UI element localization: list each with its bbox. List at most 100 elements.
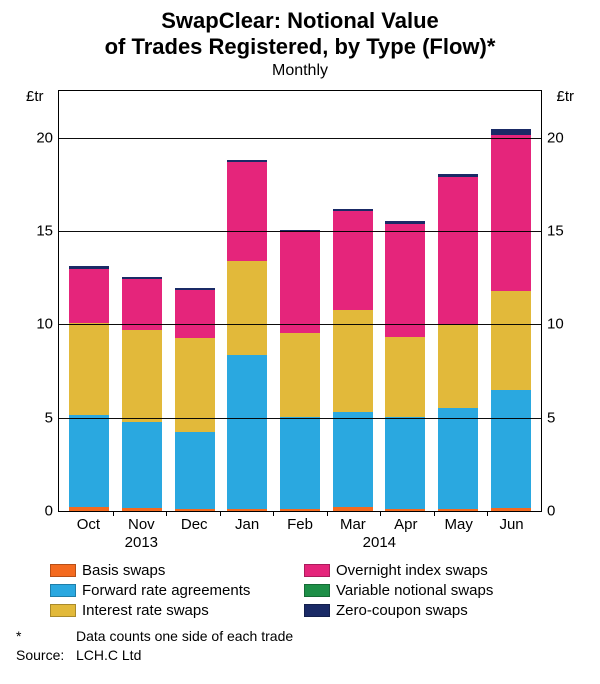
y-tick-label-right: 10 — [541, 316, 564, 333]
gridline — [59, 418, 541, 419]
bar-segment-irs — [69, 323, 109, 415]
legend-item-zerocpn: Zero-coupon swaps — [304, 602, 550, 619]
bar-segment-irs — [438, 325, 478, 408]
y-tick-label-left: 5 — [45, 409, 59, 426]
bar-column — [168, 91, 221, 511]
bar-segment-basis — [227, 509, 267, 511]
x-tick-label: Dec — [168, 516, 221, 533]
legend: Basis swaps Overnight index swaps Forward … — [12, 562, 588, 619]
x-axis-labels: OctNovDecJanFebMarAprMayJun — [58, 516, 542, 533]
stacked-bar — [227, 160, 267, 511]
legend-item-fra: Forward rate agreements — [50, 582, 296, 599]
bar-segment-basis — [333, 507, 373, 511]
y-tick-label-left: 0 — [45, 502, 59, 519]
x-tick-label: Mar — [326, 516, 379, 533]
stacked-bar — [438, 174, 478, 511]
bar-segment-fra — [333, 412, 373, 508]
bar-segment-fra — [280, 417, 320, 509]
bar-segment-irs — [333, 310, 373, 411]
x-tick-label: Apr — [379, 516, 432, 533]
legend-swatch — [304, 604, 330, 617]
legend-swatch — [304, 564, 330, 577]
legend-label: Overnight index swaps — [336, 562, 488, 579]
legend-label: Zero-coupon swaps — [336, 602, 468, 619]
bar-segment-ois — [491, 135, 531, 291]
legend-swatch — [50, 564, 76, 577]
x-axis-group-labels: 20132014 — [58, 534, 542, 551]
source-label: Source: — [16, 646, 66, 665]
bar-segment-irs — [280, 333, 320, 417]
footnote-marker: * — [16, 627, 66, 646]
bar-segment-basis — [69, 507, 109, 511]
stacked-bar — [333, 209, 373, 511]
y-tick-label-right: 5 — [541, 409, 555, 426]
bar-segment-basis — [491, 508, 531, 511]
bar-segment-fra — [227, 355, 267, 509]
stacked-bar — [491, 129, 531, 511]
y-tick-label-left: 20 — [36, 129, 59, 146]
stacked-bar — [69, 266, 109, 511]
bar-segment-fra — [122, 422, 162, 508]
bar-segment-fra — [69, 415, 109, 507]
stacked-bar — [280, 230, 320, 511]
legend-swatch — [304, 584, 330, 597]
stacked-bar — [175, 288, 215, 511]
title-line-1: SwapClear: Notional Value — [161, 8, 439, 33]
bar-segment-irs — [491, 291, 531, 390]
footnotes: * Data counts one side of each trade Sou… — [12, 627, 588, 665]
footnote-text: Data counts one side of each trade — [76, 627, 293, 646]
chart-area: £tr £tr 0055101015152020 OctNovDecJanFeb… — [12, 86, 588, 556]
bar-column — [116, 91, 169, 511]
bar-segment-ois — [69, 269, 109, 323]
bar-segment-ois — [438, 177, 478, 325]
legend-swatch — [50, 604, 76, 617]
stacked-bar — [385, 221, 425, 511]
bar-column — [379, 91, 432, 511]
bar-column — [432, 91, 485, 511]
x-tick-label: May — [432, 516, 485, 533]
bars-group — [59, 91, 541, 511]
chart-subtitle: Monthly — [12, 62, 588, 80]
y-tick-label-left: 10 — [36, 316, 59, 333]
y-axis-label-left: £tr — [26, 88, 44, 105]
x-tick-label: Nov — [115, 516, 168, 533]
bar-segment-irs — [122, 330, 162, 422]
bar-segment-fra — [491, 390, 531, 508]
bar-segment-basis — [280, 509, 320, 511]
legend-item-basis: Basis swaps — [50, 562, 296, 579]
bar-segment-basis — [438, 509, 478, 511]
y-tick-label-left: 15 — [36, 222, 59, 239]
x-tick-label: Jan — [221, 516, 274, 533]
bar-segment-ois — [175, 290, 215, 339]
x-group-label: 2013 — [62, 534, 221, 551]
chart-container: SwapClear: Notional Value of Trades Regi… — [0, 0, 600, 684]
y-tick-label-right: 0 — [541, 502, 555, 519]
gridline — [59, 138, 541, 139]
bar-segment-fra — [385, 417, 425, 509]
bar-segment-basis — [122, 508, 162, 511]
legend-label: Interest rate swaps — [82, 602, 209, 619]
gridline — [59, 324, 541, 325]
bar-segment-irs — [385, 337, 425, 418]
bar-column — [63, 91, 116, 511]
bar-segment-ois — [280, 231, 320, 332]
y-tick-label-right: 20 — [541, 129, 564, 146]
title-line-2: of Trades Registered, by Type (Flow)* — [105, 34, 496, 59]
stacked-bar — [122, 277, 162, 510]
bar-segment-fra — [438, 408, 478, 509]
x-tick-label: Feb — [274, 516, 327, 533]
source-text: LCH.C Ltd — [76, 646, 141, 665]
chart-title: SwapClear: Notional Value of Trades Regi… — [12, 8, 588, 60]
legend-item-irs: Interest rate swaps — [50, 602, 296, 619]
bar-column — [326, 91, 379, 511]
bar-segment-ois — [122, 279, 162, 330]
legend-swatch — [50, 584, 76, 597]
y-tick-label-right: 15 — [541, 222, 564, 239]
bar-column — [484, 91, 537, 511]
legend-item-ois: Overnight index swaps — [304, 562, 550, 579]
bar-column — [221, 91, 274, 511]
bar-column — [274, 91, 327, 511]
plot-region: 0055101015152020 — [58, 90, 542, 512]
legend-label: Basis swaps — [82, 562, 165, 579]
bar-segment-ois — [227, 162, 267, 261]
